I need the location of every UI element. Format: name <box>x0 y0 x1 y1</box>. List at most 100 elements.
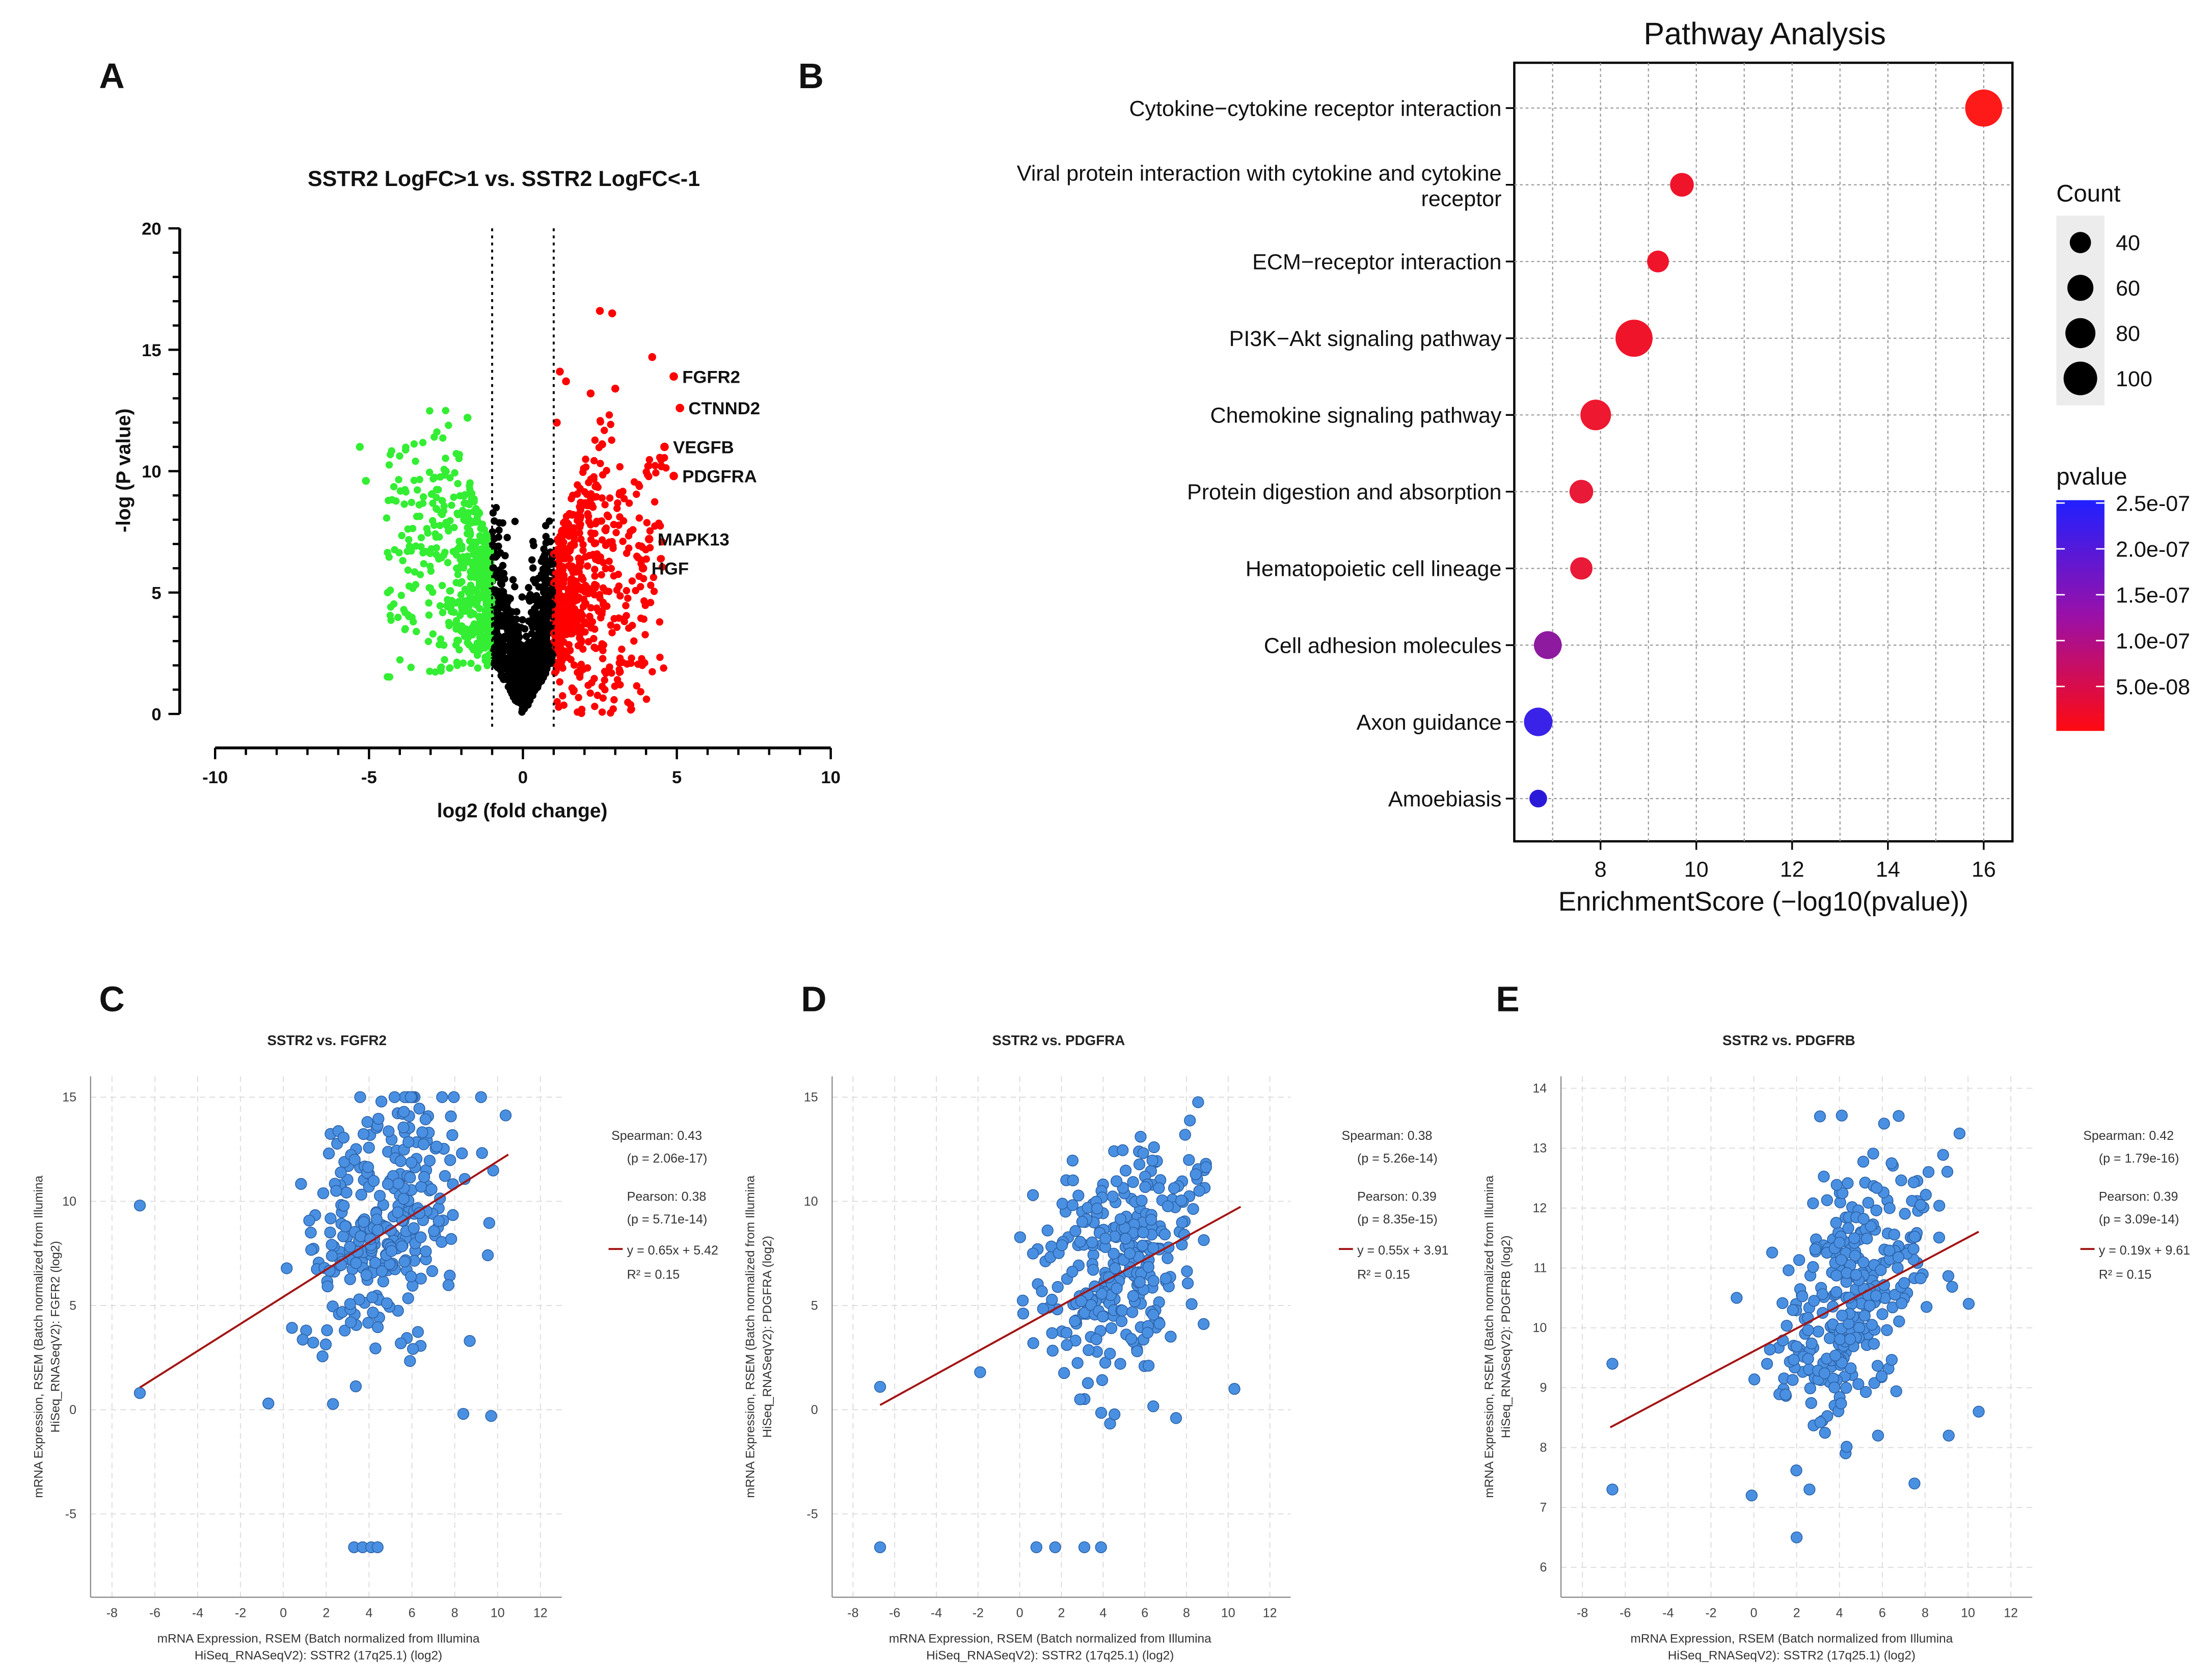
volcano-labeled-point <box>669 471 678 481</box>
volcano-point <box>570 524 578 532</box>
volcano-point <box>581 499 589 507</box>
scatter-point <box>1090 1333 1102 1346</box>
volcano-point-down <box>432 533 440 541</box>
volcano-point-down <box>401 625 409 633</box>
scatter-point-outlier <box>457 1407 470 1420</box>
pathway-dot <box>1533 631 1562 659</box>
volcano-point-extreme <box>562 377 570 386</box>
volcano-point <box>474 546 481 554</box>
volcano-point-up <box>553 610 561 618</box>
volcano-point <box>520 658 528 666</box>
pvalue-legend-label: 1.0e-07 <box>2116 629 2190 653</box>
scatter-point <box>1137 1147 1149 1159</box>
scatter-point <box>1885 1157 1898 1169</box>
scatter-x-tick-label: 6 <box>1141 1606 1148 1620</box>
scatter-point <box>377 1275 389 1288</box>
volcano-point <box>496 647 504 655</box>
volcano-x-tick-label: -5 <box>361 768 377 787</box>
scatter-y-tick-label: 9 <box>1540 1381 1547 1395</box>
scatter-point <box>1027 1337 1039 1349</box>
volcano-point-up <box>634 660 642 668</box>
volcano-point <box>441 548 449 556</box>
volcano-point <box>591 436 599 444</box>
pvalue-legend-entries: 2.5e-07 2.0e-07 1.5e-07 1.0e-07 5.0e-08 <box>2056 491 2190 699</box>
volcano-point <box>607 420 614 429</box>
scatter-x-tick-label: -6 <box>889 1606 900 1620</box>
volcano-point-down <box>412 457 419 465</box>
volcano-point <box>468 519 475 526</box>
volcano-point-up <box>616 513 624 521</box>
volcano-point <box>500 633 508 641</box>
volcano-point <box>484 536 492 543</box>
volcano-point <box>553 638 561 646</box>
scatter-point <box>1962 1297 1975 1310</box>
volcano-point <box>520 695 528 703</box>
scatter-stat-text: y = 0.55x + 3.91 <box>1357 1243 1448 1258</box>
volcano-point <box>557 631 565 639</box>
volcano-point-up <box>630 637 638 645</box>
volcano-point-down <box>392 497 400 505</box>
scatter-x-tick-label: 0 <box>1750 1606 1758 1620</box>
volcano-point <box>560 530 568 538</box>
scatter-point <box>1840 1381 1852 1394</box>
scatter-point <box>1124 1247 1136 1260</box>
volcano-point-down <box>437 667 445 675</box>
count-legend-dot <box>2069 232 2091 253</box>
volcano-y-tick-label: 15 <box>142 341 161 360</box>
volcano-point <box>525 617 533 625</box>
volcano-point <box>438 554 445 562</box>
volcano-point-down <box>416 571 424 578</box>
scatter-point <box>1893 1315 1905 1327</box>
scatter-point <box>1871 1360 1884 1372</box>
volcano-point-down <box>404 525 412 533</box>
volcano-point <box>433 428 441 436</box>
scatter-point-outlier <box>1030 1541 1043 1554</box>
volcano-point-up <box>568 684 576 692</box>
volcano-point-up <box>658 538 666 546</box>
scatter-point <box>339 1324 351 1337</box>
count-legend-label: 40 <box>2116 231 2140 255</box>
volcano-point-down <box>408 547 415 555</box>
scatter-point <box>1875 1264 1887 1276</box>
scatter-y-tick-label: 15 <box>804 1090 818 1104</box>
scatter-point <box>1127 1176 1139 1188</box>
scatter-point <box>1087 1264 1099 1276</box>
scatter-point <box>1914 1199 1927 1211</box>
volcano-point <box>419 439 427 446</box>
volcano-point <box>546 538 554 546</box>
scatter-point <box>1159 1272 1172 1285</box>
scatter-point <box>1069 1315 1081 1327</box>
volcano-point-up <box>641 631 649 638</box>
volcano-point-down <box>399 556 407 565</box>
volcano-point <box>499 519 506 527</box>
volcano-point-down <box>444 558 452 567</box>
volcano-point-up <box>618 645 626 653</box>
scatter-point <box>1787 1304 1799 1316</box>
volcano-point-up <box>625 499 633 507</box>
scatter-point <box>1175 1194 1188 1207</box>
volcano-point <box>483 615 491 623</box>
scatter-point-outlier <box>1228 1382 1240 1395</box>
scatter-point <box>439 1170 451 1182</box>
volcano-point <box>469 631 476 638</box>
volcano-point-up <box>562 613 570 621</box>
scatter-point <box>1168 1182 1180 1194</box>
scatter-x-tick-label: 0 <box>1016 1606 1023 1620</box>
scatter-point <box>1153 1182 1165 1194</box>
volcano-labeled-point <box>669 372 678 381</box>
scatter-point <box>1076 1216 1088 1228</box>
volcano-point-down <box>395 476 402 484</box>
scatter-point <box>1185 1298 1198 1310</box>
volcano-point-up <box>616 681 624 689</box>
scatter-point <box>1107 1190 1119 1203</box>
volcano-point <box>498 673 506 681</box>
volcano-point-up <box>594 691 602 699</box>
scatter-point <box>1147 1274 1160 1287</box>
volcano-point-down <box>482 574 490 582</box>
scatter-point <box>404 1091 417 1103</box>
scatter-point <box>1027 1189 1039 1201</box>
scatter-y-tick-label: 10 <box>62 1194 76 1209</box>
scatter-point <box>1893 1110 1905 1122</box>
volcano-point-down <box>465 599 473 607</box>
scatter-point <box>1114 1357 1126 1370</box>
